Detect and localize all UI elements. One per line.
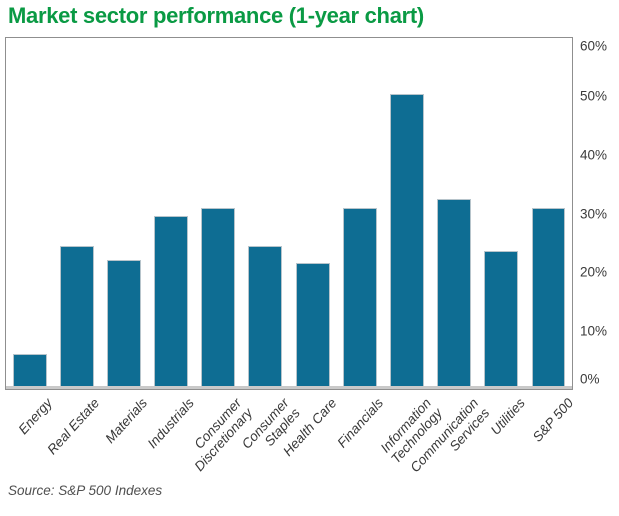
bar-slot	[383, 38, 430, 389]
bar-slot	[100, 38, 147, 389]
bar-slot	[478, 38, 525, 389]
bar-slot	[336, 38, 383, 389]
bar-slot	[195, 38, 242, 389]
y-tick-label: 40%	[580, 147, 608, 163]
chart-title: Market sector performance (1-year chart)	[8, 3, 424, 28]
bar-slot	[525, 38, 572, 389]
bar-sp500	[531, 207, 566, 386]
x-tick-label: Utilities	[488, 395, 529, 438]
bar-slot	[6, 38, 53, 389]
bar-financials	[342, 207, 377, 386]
bar-utilities	[484, 251, 519, 386]
x-axis-labels: Energy Real Estate Materials Industrials…	[5, 392, 576, 480]
bar-consumer-staples	[248, 245, 283, 386]
plot-area	[5, 37, 573, 390]
bar-materials	[106, 260, 141, 386]
y-axis: 60% 50% 40% 30% 20% 10% 0%	[580, 37, 618, 390]
bar-slot	[289, 38, 336, 389]
y-tick-label: 60%	[580, 38, 608, 54]
y-tick-label: 30%	[580, 206, 608, 221]
bar-information-technology	[389, 93, 424, 386]
x-axis-line	[6, 386, 572, 389]
y-tick-label: 20%	[580, 264, 608, 280]
y-tick-label: 10%	[580, 323, 608, 339]
bar-slot	[242, 38, 289, 389]
bar-slot	[53, 38, 100, 389]
y-tick-label: 50%	[580, 88, 608, 104]
bar-slot	[148, 38, 195, 389]
bar-slot	[431, 38, 478, 389]
bar-consumer-discretionary	[201, 207, 236, 386]
x-tick-label: S&P 500	[529, 395, 576, 445]
x-tick-label: Materials	[101, 395, 150, 447]
source-note: Source: S&P 500 Indexes	[8, 483, 163, 498]
bar-industrials	[154, 216, 189, 386]
y-tick-label: 0%	[580, 371, 600, 387]
x-tick-label: Energy	[15, 395, 56, 438]
bar-health-care	[295, 263, 330, 386]
bar-communication-services	[437, 198, 472, 386]
bar-real-estate	[59, 245, 94, 386]
bar-energy	[12, 353, 47, 386]
